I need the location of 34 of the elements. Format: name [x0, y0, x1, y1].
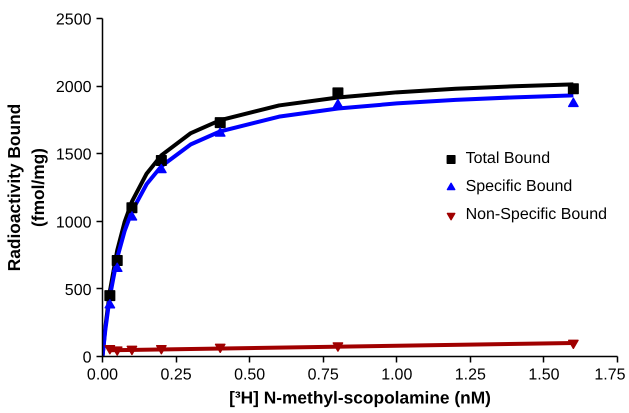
point — [126, 346, 138, 356]
legend-label: Specific Bound — [466, 178, 572, 196]
point — [332, 98, 344, 108]
y-tick-label: 1000 — [56, 214, 92, 232]
legend-label: Total Bound — [466, 150, 550, 168]
point — [568, 83, 579, 94]
legend-label: Non-Specific Bound — [466, 206, 607, 224]
x-axis-title: [³H] N-methyl-scopolamine (nM) — [229, 388, 491, 408]
point — [156, 154, 167, 166]
x-tick-label: 1.00 — [381, 366, 412, 384]
x-tick-label: 0.00 — [86, 366, 118, 384]
y-tick-label: 0 — [82, 350, 92, 366]
y-tick-label: 500 — [64, 282, 92, 299]
point — [104, 290, 116, 302]
point — [112, 255, 123, 266]
x-tick-label: 1.75 — [594, 366, 626, 384]
x-tick-label: 0.25 — [160, 366, 192, 384]
point — [156, 345, 167, 355]
point — [104, 345, 116, 355]
y-tick-label: 2000 — [56, 79, 92, 96]
x-tick-label: 0.50 — [234, 366, 266, 384]
y-axis-title: Radioactivity Bound (fmol/mg) — [4, 104, 48, 272]
y-tick-label: 1500 — [56, 146, 92, 164]
x-tick-label: 1.25 — [454, 366, 486, 384]
point — [568, 97, 579, 108]
y-tick-label: 2500 — [56, 12, 92, 28]
point — [568, 340, 579, 350]
point — [332, 342, 344, 352]
point — [214, 117, 226, 128]
point — [214, 127, 226, 137]
point — [126, 202, 138, 214]
point — [214, 344, 226, 354]
x-tick-label: 0.75 — [308, 366, 339, 384]
x-tick-label: 1.50 — [528, 366, 560, 384]
